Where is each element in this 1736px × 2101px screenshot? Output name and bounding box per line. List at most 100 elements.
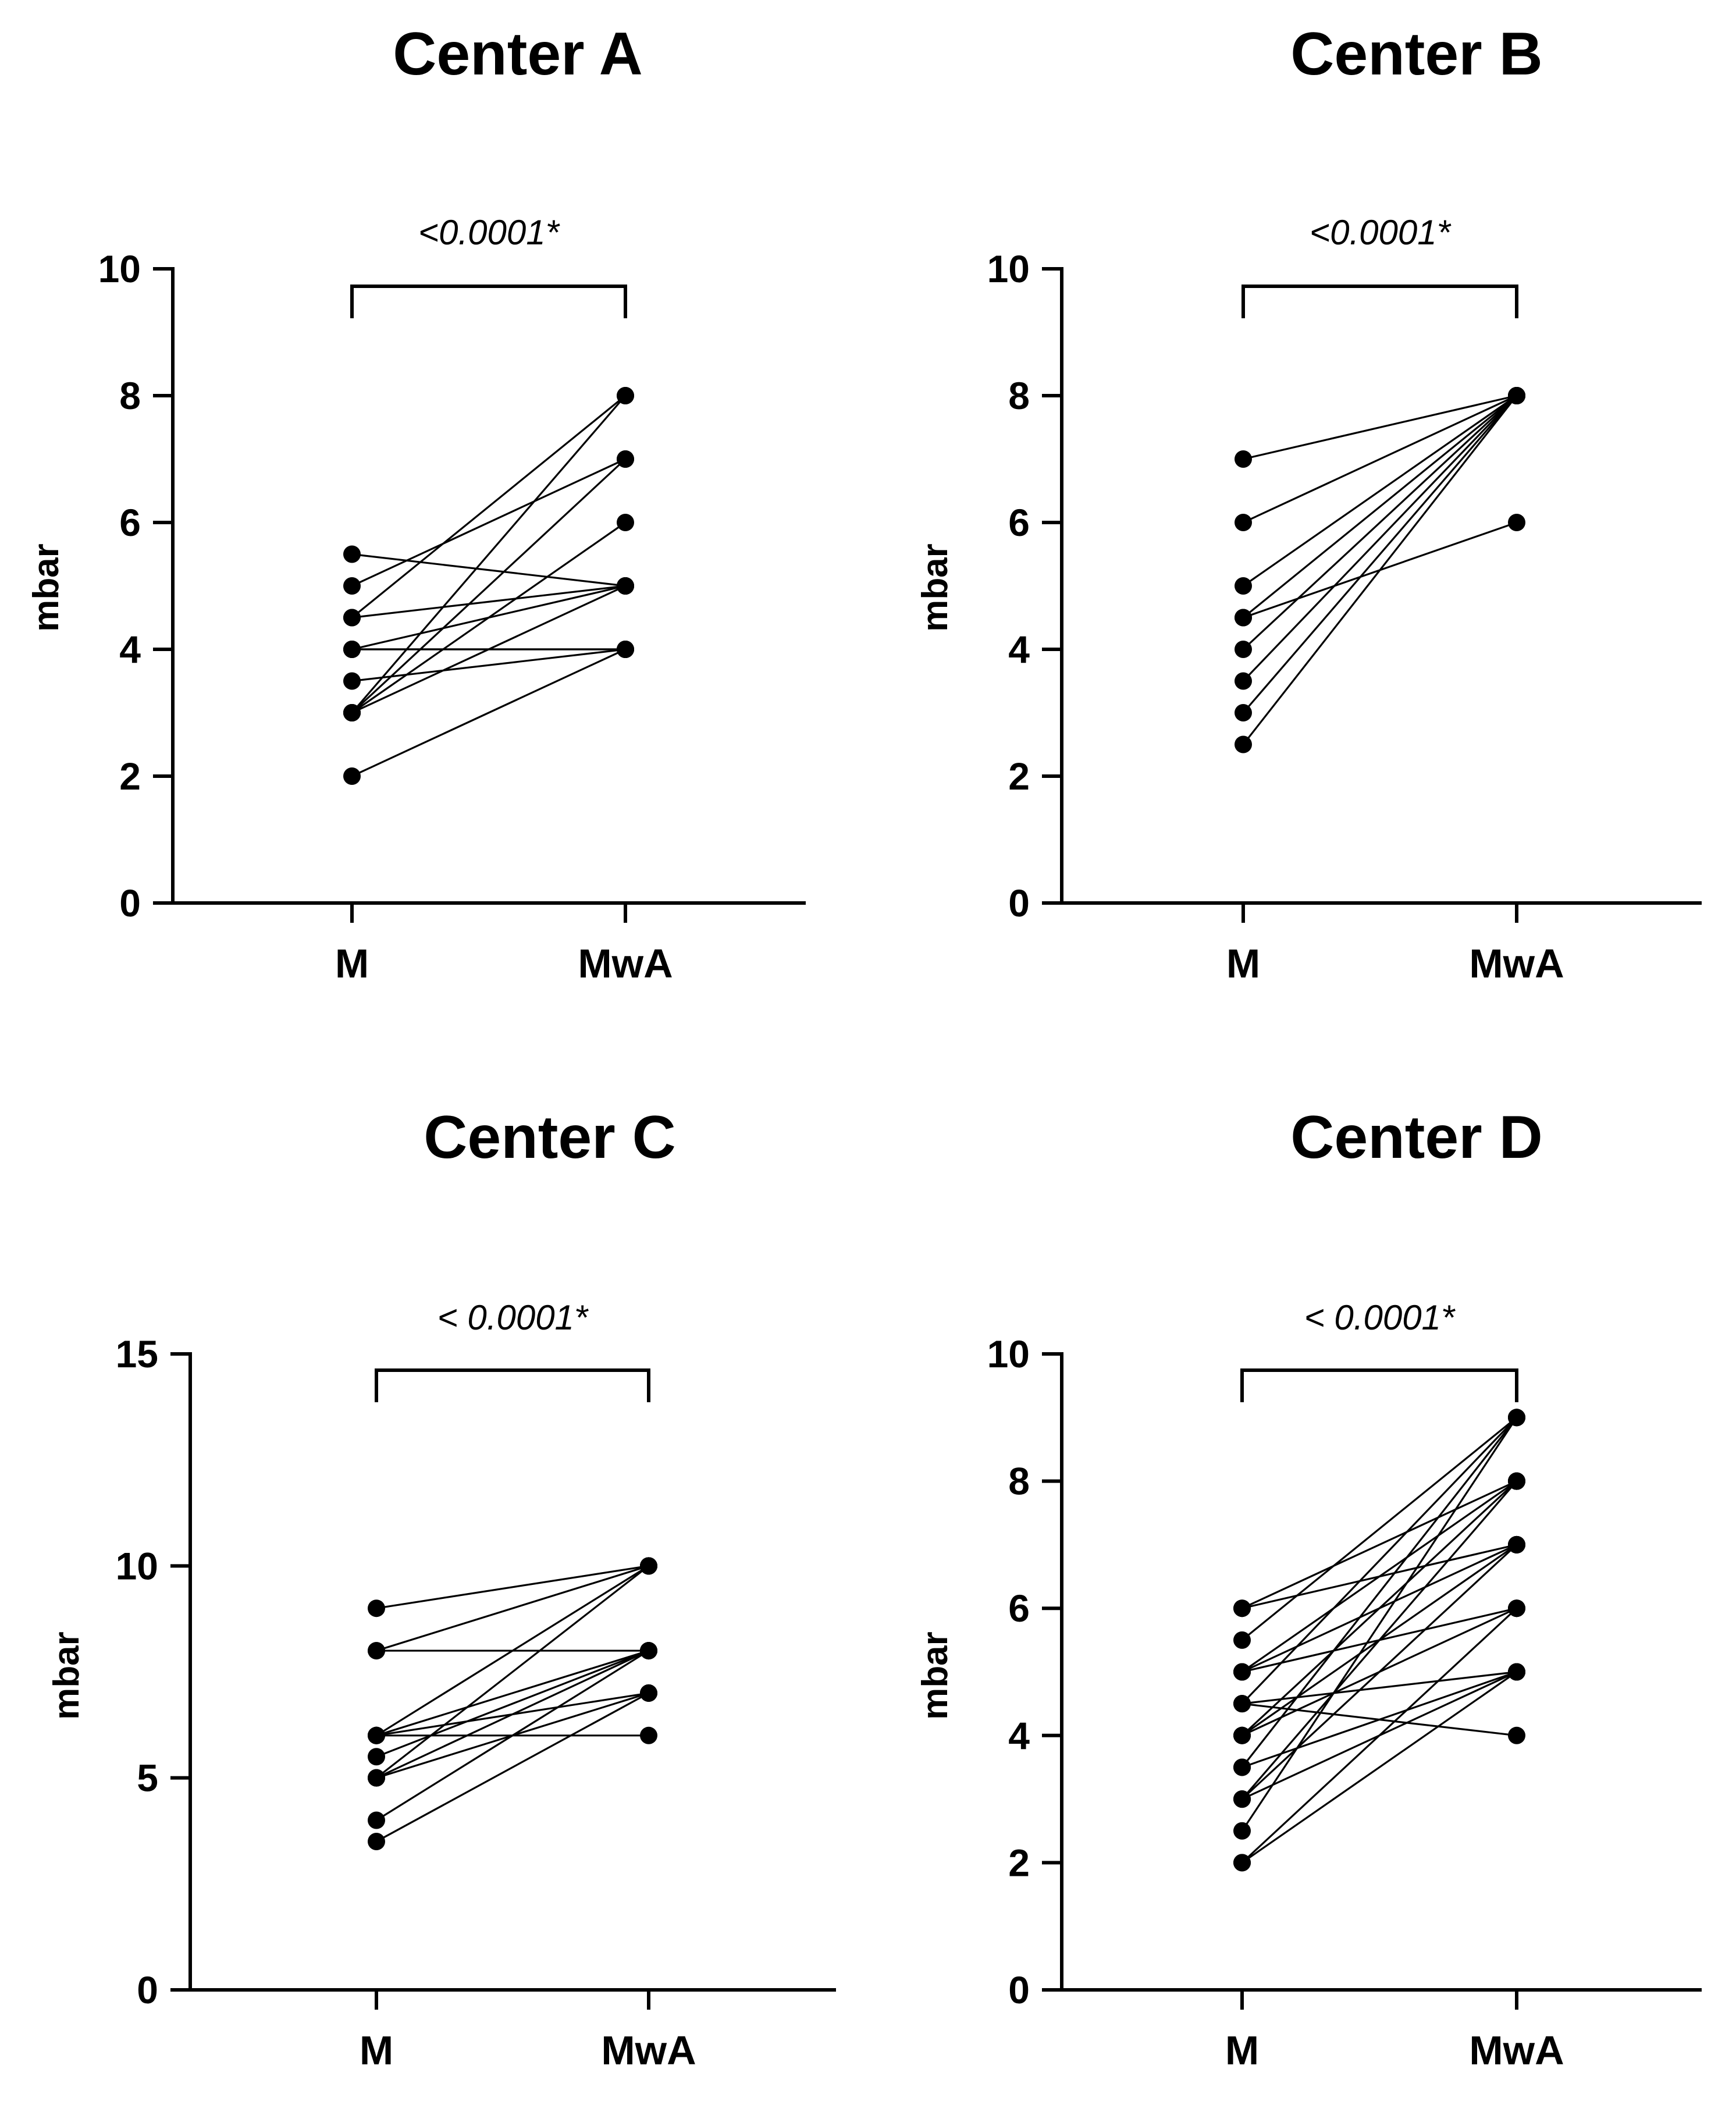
x-category-label: MwA [601, 2028, 696, 2073]
pair-line [376, 1565, 649, 1652]
pair-line [351, 648, 626, 682]
pair-line [351, 394, 627, 618]
x-category-label: M [360, 2028, 393, 2073]
pair-line [1241, 1480, 1517, 1673]
data-point-m [1235, 735, 1252, 753]
data-point-m [1233, 1854, 1251, 1872]
pair-line [1243, 394, 1517, 460]
chart-title: Center B [1290, 20, 1542, 88]
pair-line [1241, 1417, 1518, 1832]
pair-line [1242, 394, 1518, 618]
y-tick-label: 10 [116, 1544, 158, 1587]
data-point-mwa [617, 450, 634, 468]
pair-line [1241, 1608, 1518, 1864]
data-point-m [368, 1832, 385, 1850]
x-category-label: M [1225, 2028, 1259, 2073]
data-point-mwa [1508, 387, 1525, 404]
significance-bracket [375, 1368, 650, 1402]
data-point-mwa [640, 1642, 657, 1660]
y-tick-label: 0 [1008, 1968, 1030, 2011]
data-point-mwa [1508, 1663, 1525, 1681]
data-point-mwa [617, 577, 634, 595]
x-category-label: MwA [1469, 2028, 1564, 2073]
y-tick-label: 8 [1008, 1460, 1030, 1503]
data-point-mwa [1508, 1409, 1525, 1427]
y-tick-label: 15 [116, 1332, 158, 1375]
y-tick-label: 8 [1008, 374, 1030, 417]
pair-line [376, 1649, 649, 1779]
y-axis-label: mbar [915, 1631, 955, 1720]
y-tick-label: 6 [119, 501, 141, 544]
pair-line [376, 1565, 649, 1779]
pair-line [1241, 1670, 1517, 1705]
x-category-label: M [1226, 941, 1260, 986]
pair-line [376, 1692, 649, 1843]
data-point-mwa [640, 1684, 657, 1702]
pair-line [1241, 1480, 1518, 1736]
data-point-m [343, 577, 361, 595]
data-point-m [1233, 1726, 1251, 1744]
pair-line [1241, 1671, 1517, 1864]
data-point-mwa [640, 1557, 657, 1575]
data-point-m [368, 1748, 385, 1766]
y-tick-label: 0 [137, 1968, 158, 2011]
data-point-m [1235, 641, 1252, 658]
data-point-mwa [1508, 1472, 1525, 1490]
chart-title: Center D [1290, 1104, 1542, 1171]
pair-line [1241, 1544, 1518, 1800]
pair-line [1241, 1670, 1517, 1768]
data-point-m [1235, 577, 1252, 595]
pair-line [351, 458, 626, 587]
pair-line [1241, 1417, 1518, 1705]
data-point-mwa [617, 641, 634, 658]
chart-title: Center C [424, 1104, 675, 1171]
data-point-m [368, 1811, 385, 1829]
pair-line [351, 521, 626, 714]
data-point-m [343, 641, 361, 658]
y-tick-label: 10 [98, 247, 141, 290]
x-category-label: MwA [578, 941, 673, 986]
pair-line [351, 458, 627, 714]
data-point-m [343, 545, 361, 563]
data-point-m [1235, 450, 1252, 468]
data-point-m [1235, 704, 1252, 721]
p-value-label: <0.0001* [418, 213, 560, 252]
pair-line [1242, 394, 1518, 650]
pair-line [351, 648, 626, 777]
chart-panel-4: Center D mbar 0 2 4 6 8 10 M MwA < 0.0001* [915, 1104, 1702, 2073]
data-point-m [1235, 514, 1252, 531]
significance-bracket [1240, 1368, 1518, 1402]
p-value-label: <0.0001* [1310, 213, 1452, 252]
pair-line [351, 553, 626, 587]
y-tick-label: 0 [119, 881, 141, 925]
y-tick-label: 6 [1008, 501, 1030, 544]
p-value-label: < 0.0001* [437, 1298, 589, 1337]
data-point-m [1233, 1758, 1251, 1776]
data-point-m [1233, 1631, 1251, 1649]
pair-line [376, 1649, 649, 1821]
pair-line [1242, 394, 1518, 682]
y-tick-label: 2 [119, 755, 141, 798]
pair-line [351, 585, 626, 714]
pair-line [1241, 1417, 1518, 1641]
data-point-m [1235, 609, 1252, 627]
data-point-m [368, 1769, 385, 1787]
y-tick-label: 4 [1008, 1714, 1030, 1757]
pair-line [376, 1649, 649, 1758]
data-point-mwa [1508, 1726, 1525, 1744]
data-point-mwa [617, 387, 634, 404]
y-tick-label: 0 [1008, 881, 1030, 925]
pair-line [1241, 1480, 1517, 1609]
y-axis-label: mbar [26, 543, 66, 632]
data-point-m [368, 1726, 385, 1744]
y-axis-label: mbar [47, 1631, 87, 1720]
y-tick-label: 10 [987, 247, 1030, 290]
pair-line [1241, 1480, 1518, 1800]
y-tick-label: 4 [1008, 628, 1030, 671]
data-point-m [1233, 1663, 1251, 1681]
data-point-m [343, 704, 361, 721]
chart-title: Center A [393, 20, 643, 88]
data-point-m [368, 1642, 385, 1660]
chart-panel-2: Center B mbar 0 2 4 6 8 10 M MwA <0.0001* [915, 20, 1702, 986]
y-tick-label: 2 [1008, 1841, 1030, 1884]
